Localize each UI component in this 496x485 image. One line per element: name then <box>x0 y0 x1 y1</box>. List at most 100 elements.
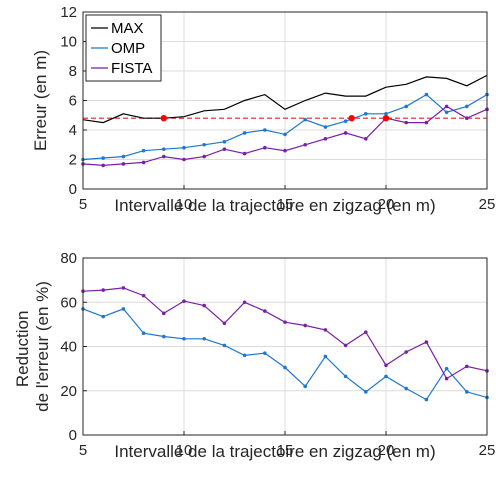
top-x-axis-label: Intervalle de la trajectoire en zigzag (… <box>114 196 435 215</box>
bottom-series-series-2-point <box>162 311 166 316</box>
top-series-omp-point <box>364 111 368 116</box>
bottom-series-series-2-point <box>202 303 206 308</box>
bottom-series-series-1-point <box>182 336 186 341</box>
top-highlight-point <box>382 115 390 122</box>
bottom-y-tick-label: 20 <box>60 383 77 400</box>
top-series-omp-point <box>202 142 206 147</box>
top-data-marks <box>81 74 489 168</box>
top-series-omp-point <box>101 156 105 160</box>
top-series-fista-point <box>343 131 348 135</box>
bottom-series-series-2-point <box>101 288 105 292</box>
top-series-fista-point <box>424 120 429 125</box>
bottom-y-tick-label: 0 <box>69 427 77 444</box>
top-series-omp-point <box>222 140 227 144</box>
top-series-fista-point <box>242 151 247 156</box>
top-series-fista-point <box>141 160 146 165</box>
top-x-tick-label: 10 <box>176 196 193 213</box>
bottom-series-series-1-point <box>283 365 287 370</box>
top-y-tick-label: 8 <box>69 63 77 80</box>
top-series-fista-point <box>222 147 227 151</box>
top-x-tick-label: 15 <box>277 196 294 213</box>
bottom-series-series-1-point <box>343 374 348 379</box>
bottom-x-tick-label: 15 <box>277 442 294 459</box>
bottom-x-tick-label: 20 <box>378 442 395 459</box>
top-series-fista-point <box>202 154 206 159</box>
bottom-series-series-2-point <box>384 363 388 368</box>
bottom-x-tick-label: 10 <box>176 442 193 459</box>
top-series-omp-point <box>465 104 469 109</box>
top-y-tick-label: 10 <box>60 34 77 51</box>
bottom-series-series-1-point <box>242 353 247 358</box>
bottom-axes-frame <box>82 257 488 436</box>
legend-label-max: MAX <box>111 20 144 37</box>
top-series-omp-point <box>242 131 247 135</box>
top-highlight-point <box>348 115 355 122</box>
top-series-fista-point <box>323 137 328 141</box>
legend-label-fista: FISTA <box>111 60 152 77</box>
top-series-fista-point <box>465 116 469 120</box>
bottom-y-tick-label: 40 <box>60 339 77 356</box>
bottom-series-series-2-point <box>121 286 126 290</box>
top-series-fista-point <box>101 163 105 168</box>
top-series-omp-point <box>263 128 267 132</box>
bottom-y-axis-label-line1: Reduction <box>13 311 32 388</box>
top-series-omp-point <box>303 117 308 122</box>
top-series-omp-point <box>444 110 449 115</box>
top-y-axis-label: Erreur (en m) <box>31 50 50 151</box>
top-highlight-point <box>160 115 167 122</box>
top-y-tick-label: 12 <box>60 4 77 21</box>
bottom-series-series-1-point <box>202 336 206 341</box>
top-series-omp-point <box>162 147 166 151</box>
bottom-series-series-2-point <box>465 364 469 369</box>
bottom-series-series-1-point <box>222 343 227 348</box>
top-series-omp-point <box>343 119 348 123</box>
bottom-x-tick-label: 5 <box>79 442 87 459</box>
top-series-fista-point <box>263 145 267 150</box>
top-series-omp-point <box>121 154 126 159</box>
bottom-series-series-2-point <box>364 330 368 334</box>
bottom-y-axis-label: Reduction de l'erreur (en %) <box>13 281 52 412</box>
top-x-tick-label: 5 <box>79 196 87 213</box>
legend-label-omp: OMP <box>111 40 145 57</box>
top-series-omp-point <box>384 111 388 116</box>
top-tick-labels: 5 10 15 20 25 0 2 4 6 8 10 12 <box>60 4 495 213</box>
top-series-omp-point <box>141 148 146 153</box>
bottom-x-tick-label: 25 <box>479 442 496 459</box>
bottom-series-series-1-point <box>424 397 429 402</box>
bottom-series-series-1-point <box>101 314 105 319</box>
bottom-series-series-1-point <box>444 366 449 371</box>
bottom-series-series-1-point <box>364 390 368 394</box>
bottom-series-series-2-point <box>404 350 409 354</box>
bottom-series-series-1-point <box>404 386 409 391</box>
bottom-series-series-1-point <box>303 384 308 389</box>
bottom-chart-reduction: 5 10 15 20 25 0 20 40 60 80 Intervalle de la traj… <box>13 250 495 461</box>
bottom-series-series-2-point <box>222 321 227 326</box>
top-legend: MAX OMP FISTA <box>85 14 162 82</box>
top-chart-erreur: 5 10 15 20 25 0 2 4 6 8 10 12 Intervalle de la traj… <box>31 4 495 215</box>
top-y-tick-label: 0 <box>69 181 77 198</box>
top-series-fista-point <box>404 120 409 125</box>
bottom-series-series-1-point <box>141 331 146 336</box>
top-axes-frame <box>82 11 488 190</box>
bottom-series-series-1-point <box>384 374 388 379</box>
top-x-tick-label: 25 <box>479 196 496 213</box>
bottom-series-series-2-point <box>343 343 348 348</box>
top-y-tick-label: 2 <box>69 152 77 169</box>
bottom-series-series-2-point <box>283 320 287 324</box>
bottom-series-series-2-point <box>141 293 146 298</box>
top-series-fista-point <box>303 142 308 147</box>
bottom-series-series-1-point <box>465 390 469 394</box>
top-series-fista-point <box>162 154 166 159</box>
top-series-fista-point <box>121 162 126 166</box>
top-series-fista-point <box>364 137 368 141</box>
bottom-series-series-1-point <box>323 354 328 359</box>
top-series-omp-point <box>182 145 186 150</box>
top-y-tick-label: 6 <box>69 93 77 110</box>
bottom-y-tick-label: 60 <box>60 294 77 311</box>
top-y-tick-label: 4 <box>69 122 77 139</box>
bottom-series-series-1-point <box>162 334 166 339</box>
bottom-x-axis-label: Intervalle de la trajectoire en zigzag (… <box>114 442 435 461</box>
top-series-omp-point <box>404 104 409 109</box>
bottom-series-series-1-point <box>263 351 267 355</box>
